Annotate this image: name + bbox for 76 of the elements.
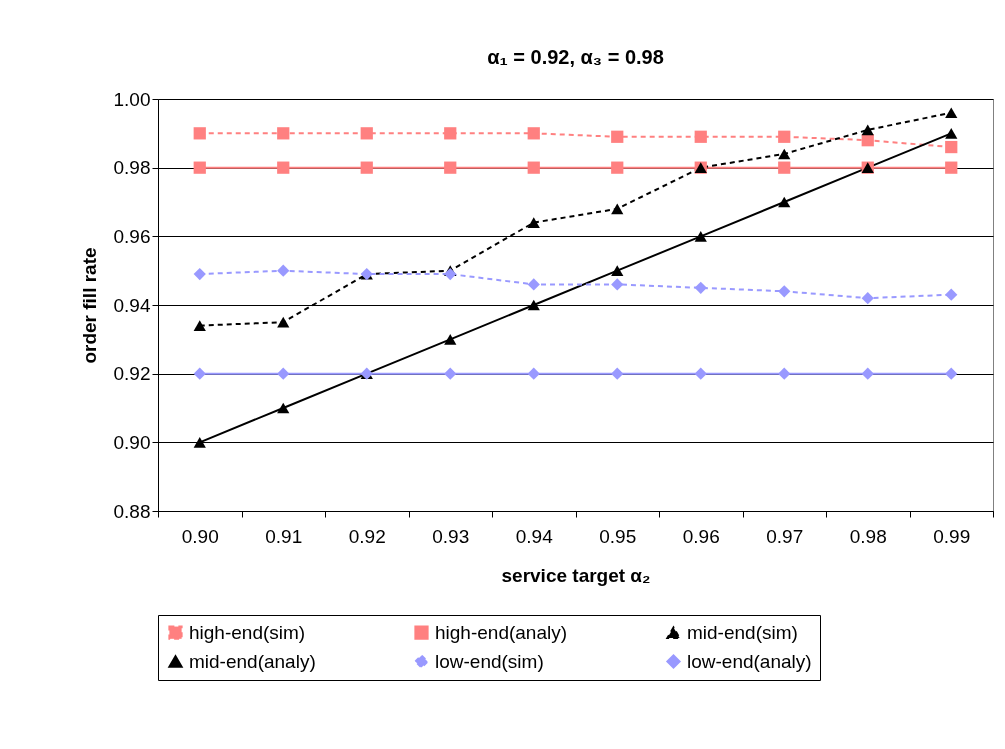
y-tick-label: 0.90	[113, 431, 151, 453]
legend-label: mid-end(sim)	[687, 621, 798, 643]
point	[527, 217, 540, 228]
point	[527, 278, 540, 291]
point	[277, 402, 290, 414]
x-tick-label: 0.97	[766, 525, 804, 547]
point	[277, 264, 290, 277]
point	[694, 367, 707, 380]
point	[193, 437, 206, 448]
point	[527, 299, 540, 311]
x-tick-label: 0.92	[348, 525, 386, 547]
point	[945, 367, 958, 380]
point	[778, 130, 791, 143]
point	[778, 148, 791, 160]
point	[277, 316, 290, 328]
point	[611, 265, 624, 276]
point	[611, 367, 624, 380]
point	[945, 107, 958, 119]
point	[945, 161, 958, 174]
point	[444, 334, 457, 345]
legend-label: low-end(sim)	[435, 650, 544, 672]
x-tick-label: 0.94	[515, 525, 554, 547]
y-tick-label: 1.00	[113, 88, 151, 110]
point	[444, 267, 457, 281]
y-tick-label: 0.88	[113, 500, 151, 522]
point	[193, 161, 206, 174]
point	[193, 320, 206, 331]
y-tick-label: 0.96	[113, 225, 151, 247]
x-tick-label: 0.95	[599, 525, 637, 547]
point	[193, 367, 206, 380]
point	[861, 124, 874, 136]
legend-label: mid-end(analy)	[189, 650, 316, 672]
x-tick-label: 0.90	[181, 525, 219, 547]
point	[778, 161, 791, 174]
point	[611, 130, 624, 143]
legend-label: low-end(analy)	[687, 650, 812, 672]
point	[694, 231, 707, 242]
y-tick-label: 0.98	[113, 157, 151, 179]
point	[861, 367, 874, 380]
point	[945, 288, 958, 301]
point	[277, 127, 290, 140]
x-tick-label: 0.93	[432, 525, 470, 547]
point	[611, 161, 624, 174]
legend-label: high-end(analy)	[435, 621, 568, 643]
x-tick-label: 0.96	[682, 525, 720, 547]
point	[277, 161, 290, 174]
y-tick-label: 0.92	[113, 363, 151, 385]
point	[444, 367, 457, 380]
point	[945, 140, 958, 154]
point	[611, 203, 624, 215]
point	[778, 196, 791, 208]
point	[778, 367, 791, 380]
point	[277, 367, 290, 380]
point	[778, 285, 791, 298]
x-tick-label: 0.91	[265, 525, 303, 547]
point	[527, 127, 540, 140]
x-axis-title: service target α₂	[501, 564, 651, 586]
point	[611, 278, 624, 291]
point	[444, 161, 457, 174]
chart-title: α₁ = 0.92, α₃ = 0.98	[487, 46, 664, 68]
x-tick-label: 0.98	[849, 525, 887, 547]
point	[527, 367, 540, 380]
x-tick-label: 0.99	[933, 525, 971, 547]
point	[444, 127, 457, 140]
legend-label: high-end(sim)	[189, 621, 306, 643]
point	[527, 161, 540, 174]
y-tick-label: 0.94	[113, 294, 151, 316]
point	[193, 267, 206, 281]
point	[360, 161, 373, 174]
y-axis-title: order fill rate	[78, 247, 100, 364]
point	[360, 127, 373, 140]
point	[193, 127, 206, 140]
point	[694, 281, 707, 294]
point	[945, 128, 958, 139]
point	[861, 292, 874, 305]
point	[694, 130, 707, 143]
